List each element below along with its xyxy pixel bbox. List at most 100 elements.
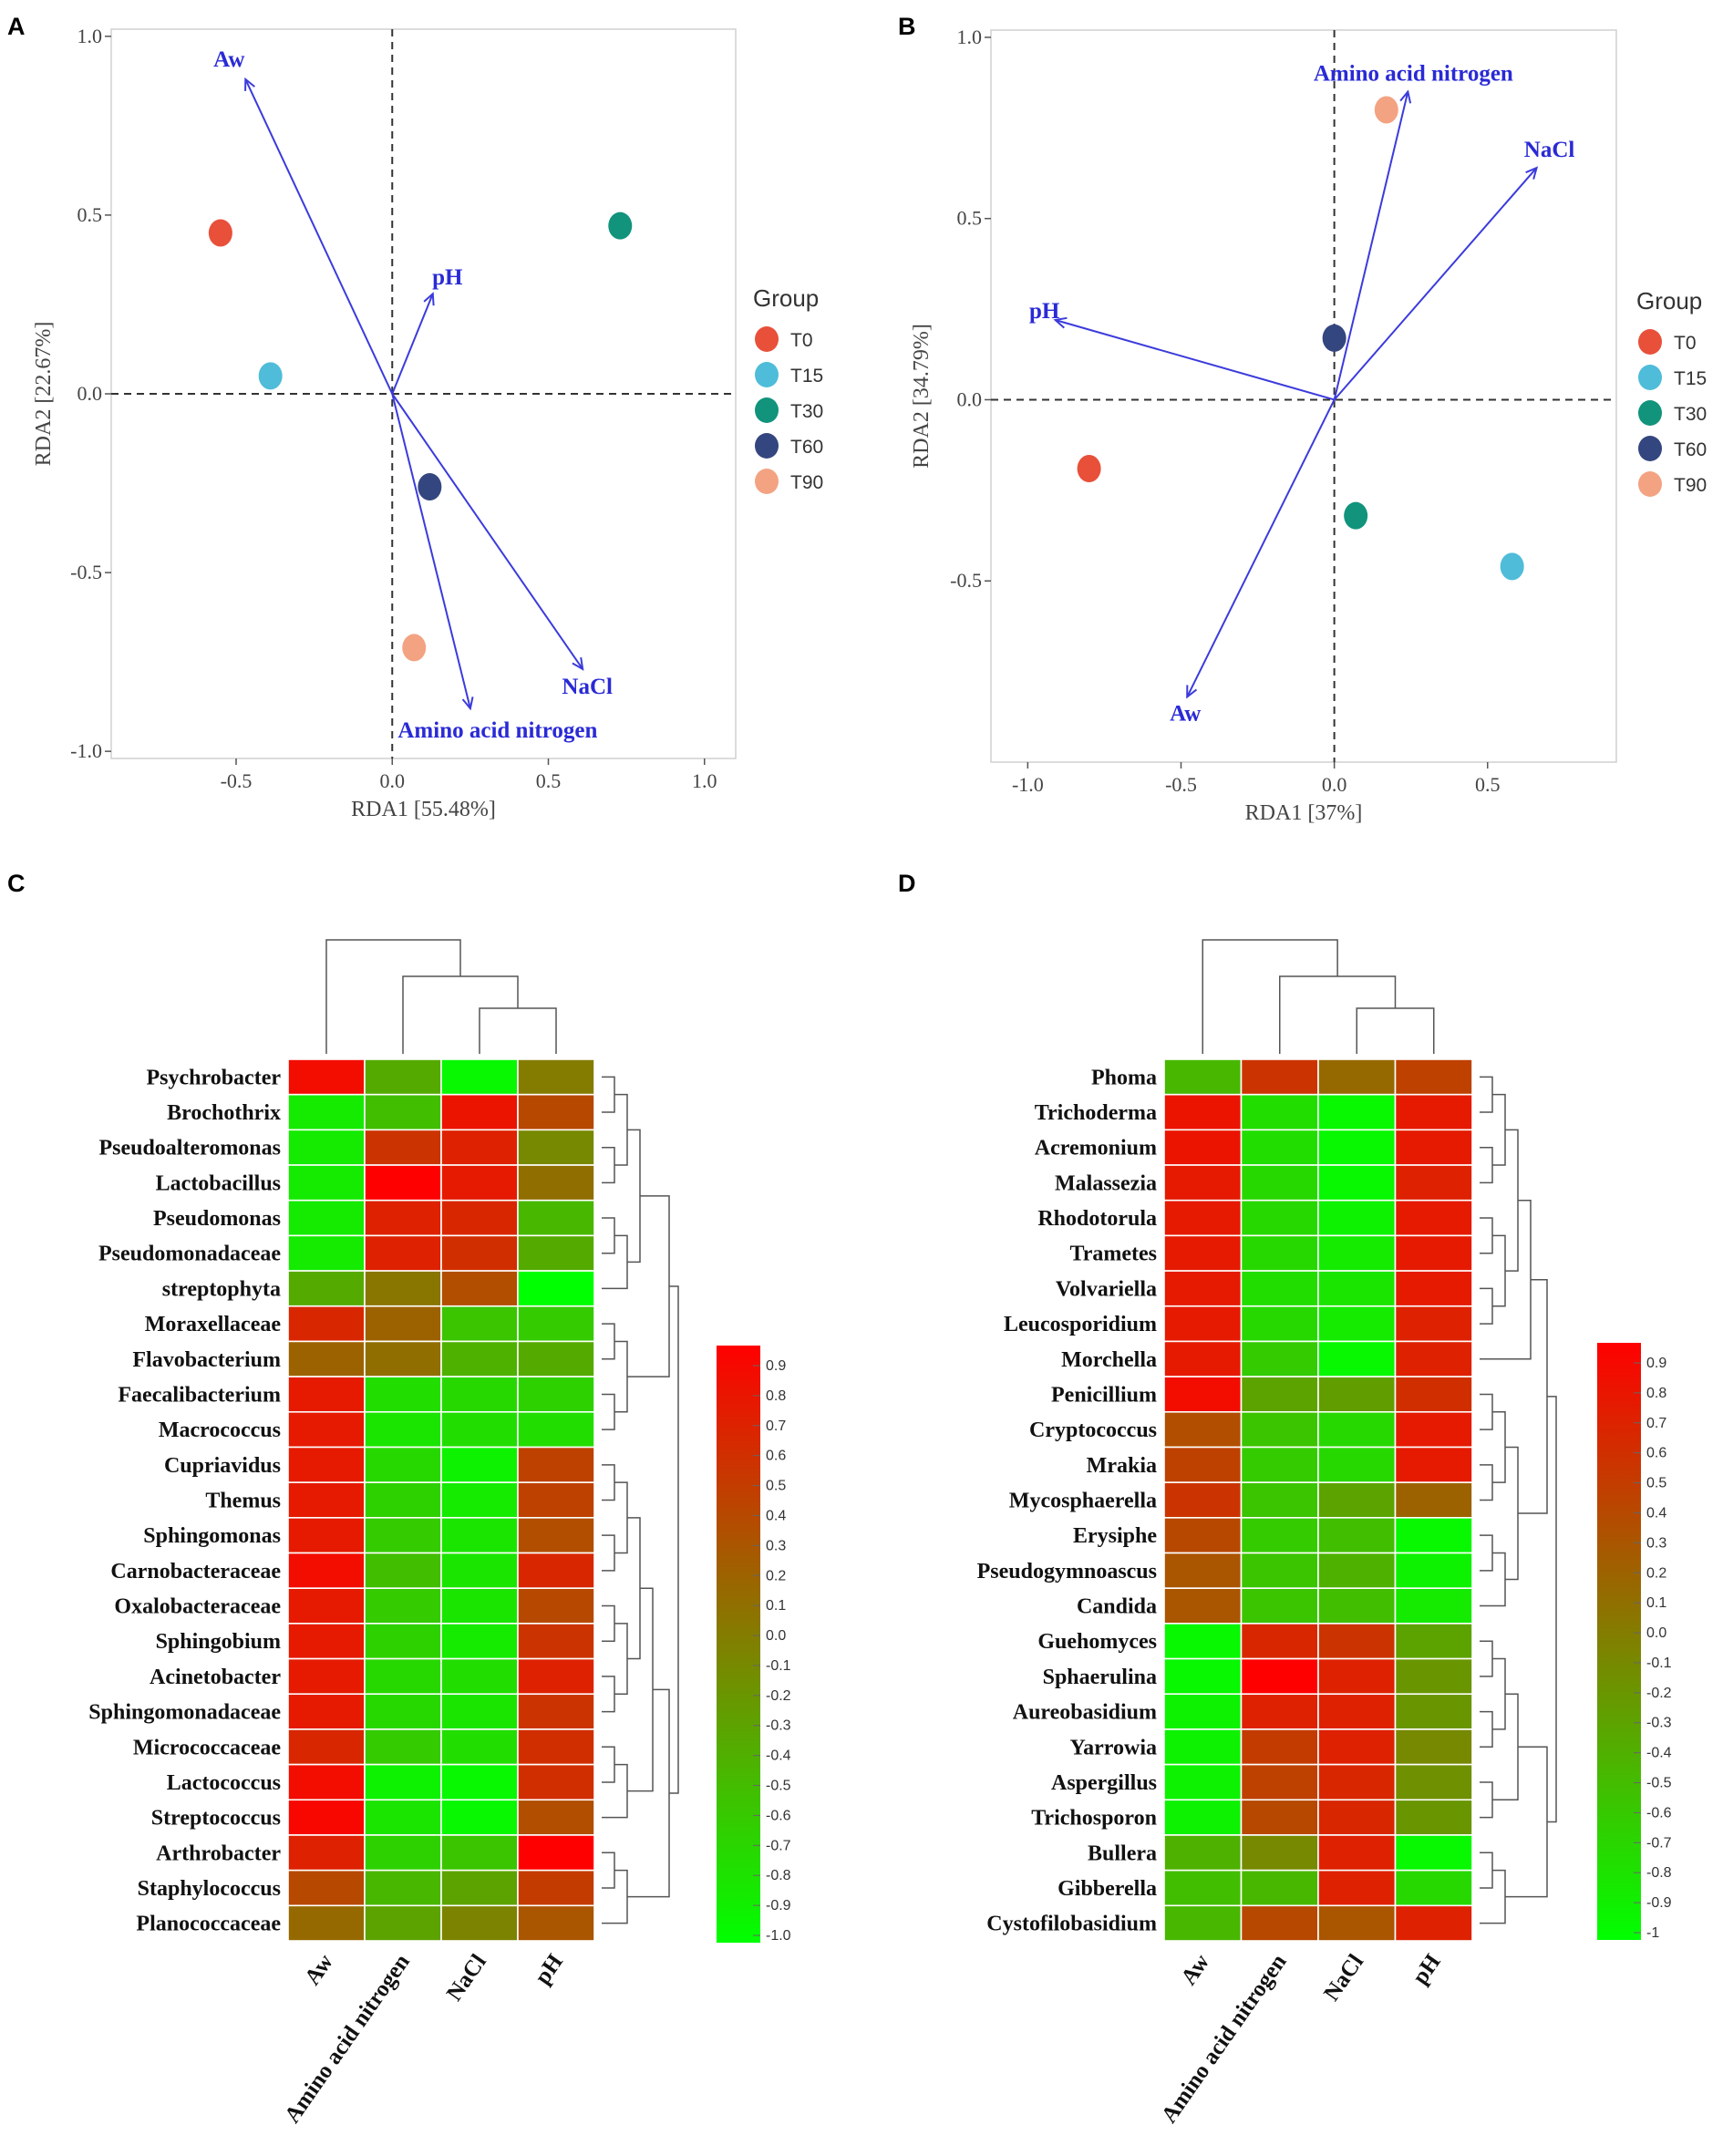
row-label: Sphaerulina: [1043, 1666, 1157, 1689]
heatmap-cell: [364, 1657, 442, 1696]
column-label: pH: [1408, 1950, 1446, 1989]
vector-aw-arrow: [244, 78, 394, 395]
colorbar-label: -0.7: [1646, 1835, 1672, 1851]
row-label: Leucosporidium: [1004, 1313, 1157, 1336]
heatmap-cell: [440, 1834, 519, 1872]
heatmap-cell: [440, 1481, 519, 1519]
legend-swatch-t15: [1638, 365, 1662, 390]
row-dendrogram-branch: [602, 1852, 615, 1889]
heatmap-cell: [1240, 1340, 1319, 1377]
row-dendrogram-branch: [1480, 1781, 1493, 1819]
column-label: Aw: [300, 1950, 338, 1990]
heatmap-cell: [440, 1869, 519, 1907]
row-dendrogram-branch: [602, 1534, 615, 1572]
legend-swatch-t30: [755, 397, 779, 423]
heatmap-cell: [1394, 1728, 1473, 1766]
row-label: Guehomyces: [1037, 1630, 1157, 1654]
heatmap-cell: [1394, 1481, 1473, 1519]
heatmap-cell: [1317, 1552, 1397, 1590]
heatmap-cell: [1394, 1411, 1473, 1449]
point-t30: [608, 211, 633, 240]
x-tick-label: 0.0: [380, 769, 406, 792]
heatmap-cell: [517, 1517, 595, 1554]
colorbar-label: 0.7: [766, 1418, 786, 1434]
colorbar-label: 0.9: [766, 1358, 786, 1374]
column-label: NaCl: [442, 1950, 491, 2006]
heatmap-cell: [287, 1799, 366, 1836]
heatmap-cell: [517, 1270, 595, 1307]
colorbar-label: 0.8: [766, 1388, 786, 1404]
heatmap-cell: [287, 1164, 366, 1202]
heatmap-cell: [364, 1552, 442, 1590]
row-label: Arthrobacter: [156, 1841, 281, 1865]
column-dendrogram-branch: [402, 975, 519, 1054]
heatmap-cell: [1240, 1411, 1319, 1449]
heatmap-cell: [1240, 1517, 1319, 1554]
heatmap-cell: [364, 1693, 442, 1730]
heatmap-cell: [440, 1728, 519, 1766]
heatmap-cell: [1240, 1799, 1319, 1836]
row-label: Penicillium: [1051, 1383, 1157, 1407]
panel-label-c: C: [7, 870, 26, 897]
heatmap-cell: [1317, 1164, 1397, 1202]
vector-nacl-arrow: [391, 393, 583, 670]
vector-nacl-arrow: [1333, 167, 1538, 401]
row-label: Faecalibacterium: [118, 1383, 281, 1407]
heatmap-cell: [1240, 1481, 1319, 1519]
heatmap-cell: [287, 1446, 366, 1483]
heatmap-cell: [517, 1234, 595, 1272]
row-dendrogram-branch: [1480, 1710, 1493, 1749]
row-label: Flavobacterium: [132, 1348, 281, 1372]
heatmap-cell: [1317, 1199, 1397, 1237]
row-dendrogram-branch: [1492, 1657, 1506, 1730]
row-label: Moraxellaceae: [145, 1313, 282, 1336]
row-dendrogram-branch: [602, 1146, 615, 1184]
heatmap-cell: [440, 1376, 519, 1413]
heatmap-cell: [1394, 1164, 1473, 1202]
heatmap-cell: [1163, 1728, 1243, 1766]
row-dendrogram-branch: [602, 1323, 615, 1360]
row-label: Gibberella: [1058, 1877, 1157, 1901]
heatmap-cell: [1394, 1517, 1473, 1554]
heatmap-cell: [1240, 1270, 1319, 1307]
heatmap-cell: [517, 1904, 595, 1942]
vector-aw-arrowhead: [244, 77, 255, 91]
heatmap-cell: [287, 1517, 366, 1554]
heatmap-cell: [287, 1623, 366, 1660]
row-label: Planococcaceae: [136, 1913, 281, 1936]
heatmap-cell: [1317, 1340, 1397, 1377]
heatmap-cell: [517, 1446, 595, 1483]
vector-amino-acid-nitrogen-arrowhead: [461, 696, 474, 711]
legend-item-t30: T30: [1674, 404, 1707, 425]
legend-swatch-t0: [1638, 329, 1662, 355]
row-label: Phoma: [1091, 1066, 1157, 1089]
heatmap-cell: [517, 1199, 595, 1237]
row-label: streptophyta: [162, 1277, 281, 1301]
x-tick-label: 0.5: [536, 769, 562, 792]
heatmap-cell: [1163, 1305, 1243, 1343]
heatmap-cell: [517, 1834, 595, 1872]
point-t0: [208, 219, 232, 247]
heatmap-cell: [1317, 1270, 1397, 1307]
heatmap-cell: [1317, 1481, 1397, 1519]
point-t0: [1077, 455, 1101, 483]
x-tick-label: 0.5: [1475, 773, 1501, 796]
heatmap-cell: [440, 1587, 519, 1625]
heatmap-cell: [364, 1234, 442, 1272]
colorbar-label: -0.3: [766, 1718, 791, 1734]
heatmap-cell: [517, 1728, 595, 1766]
heatmap-cell: [287, 1834, 366, 1872]
vector-ph-label: pH: [1029, 299, 1060, 324]
row-dendrogram-branch: [627, 1129, 641, 1264]
heatmap-cell: [1163, 1129, 1243, 1166]
vector-nacl-arrowhead: [1525, 166, 1539, 180]
heatmap-cell: [287, 1763, 366, 1801]
row-dendrogram-branch: [1505, 1693, 1519, 1801]
row-dendrogram-branch: [1480, 1852, 1493, 1889]
heatmap-cell: [1240, 1623, 1319, 1660]
colorbar-label: 0.3: [766, 1538, 786, 1553]
heatmap-cell: [1394, 1270, 1473, 1307]
row-dendrogram-branch: [602, 1604, 615, 1642]
panel-a-rda-bacteria: -0.5 0.0 0.5 1.0 1.0 0.5 0.0 -0.5 -1.0 RDA1 [55.4…: [32, 25, 823, 821]
heatmap-cell: [1317, 1834, 1397, 1872]
